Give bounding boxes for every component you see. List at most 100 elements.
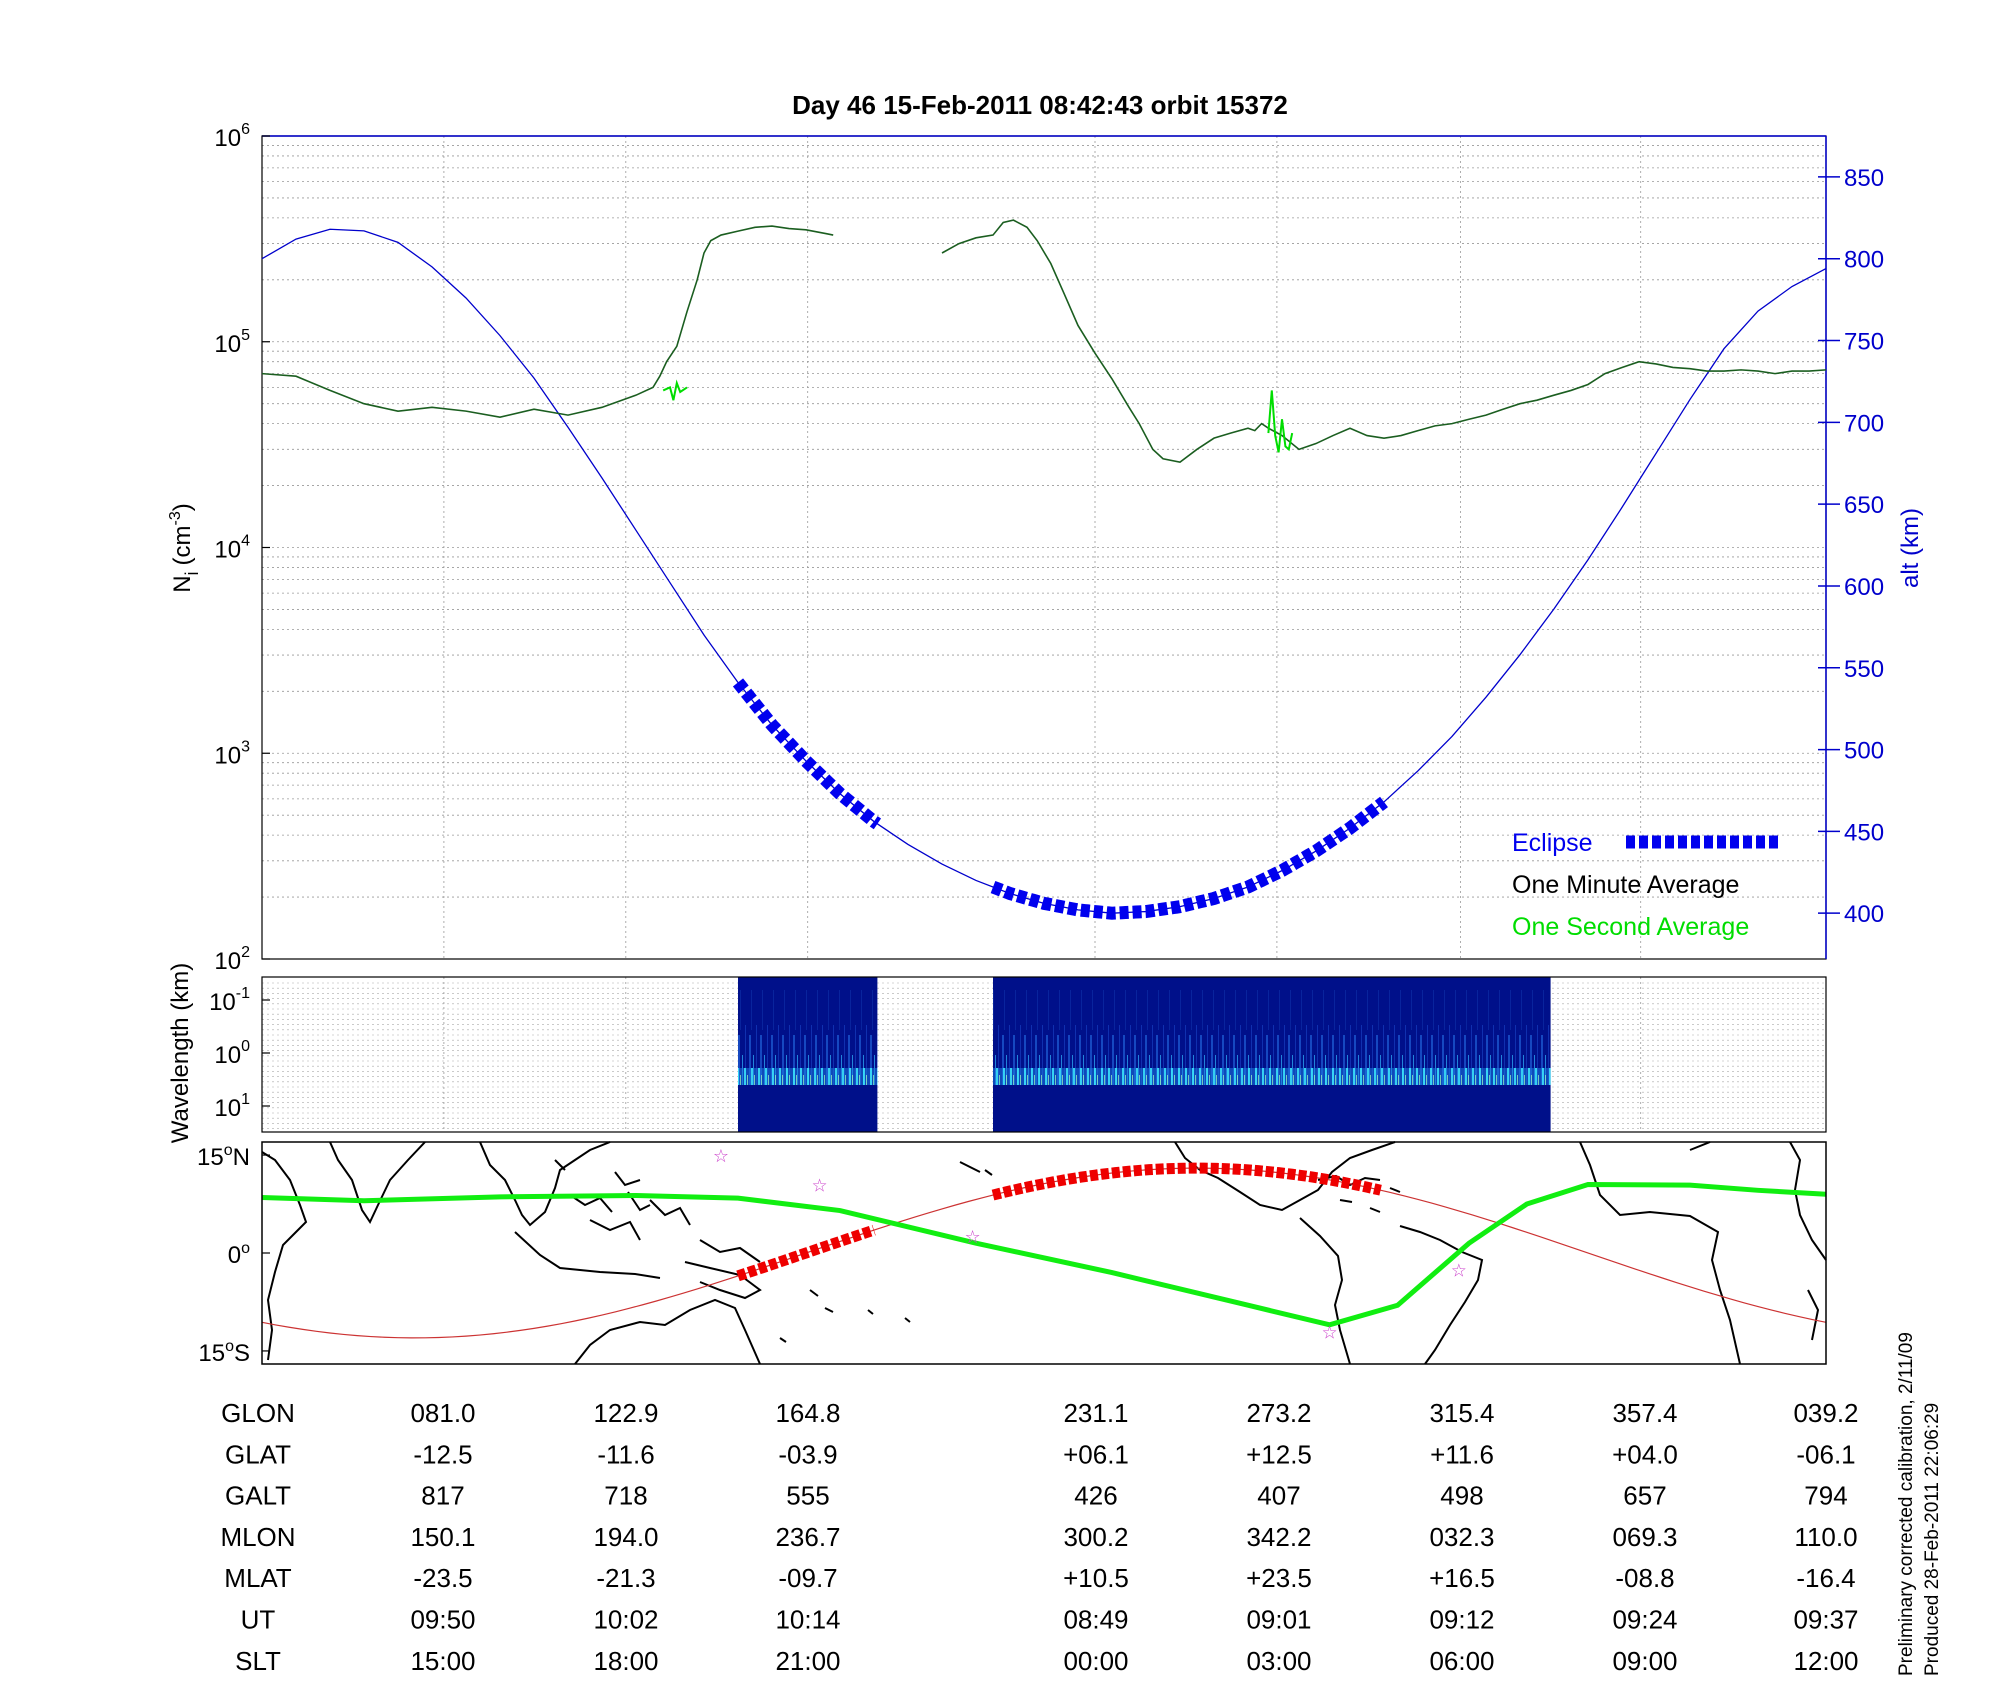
table-cell: 164.8	[775, 1398, 840, 1428]
table-cell: 657	[1623, 1481, 1666, 1511]
tick-base: 10	[214, 948, 241, 975]
table-cell: 498	[1440, 1481, 1483, 1511]
altitude-line	[261, 228, 1827, 914]
table-cell: +10.5	[1063, 1563, 1129, 1593]
tick-degree: o	[224, 1142, 233, 1159]
coastline-pacific-islands	[779, 1161, 993, 1343]
coastline-india	[329, 1141, 426, 1225]
coastline-borneo-philippines	[554, 1159, 651, 1213]
y-right-tick-label: 850	[1844, 165, 1884, 192]
tick-number: 0	[228, 1242, 241, 1269]
table-cell: 09:12	[1429, 1605, 1494, 1635]
legend: Eclipse One Minute Average One Second Av…	[1512, 829, 1778, 941]
eclipse-segment	[990, 796, 1388, 920]
table-cell: 150.1	[410, 1522, 475, 1552]
eclipse-ground-track	[991, 1162, 1382, 1201]
table-row-label: MLON	[220, 1522, 295, 1552]
y-axis-left-symbol: N	[169, 575, 196, 592]
table-row-label: GALT	[225, 1481, 291, 1511]
table-cell: 794	[1804, 1481, 1847, 1511]
table-cell: +12.5	[1246, 1439, 1312, 1469]
table-cell: -16.4	[1796, 1563, 1855, 1593]
table-cell: 236.7	[775, 1522, 840, 1552]
table-cell: +06.1	[1063, 1439, 1129, 1469]
eclipse-segment	[732, 678, 882, 830]
eclipse-ground-track	[736, 1224, 876, 1282]
tick-exponent: -1	[236, 985, 250, 1002]
table-cell: +04.0	[1612, 1439, 1678, 1469]
tick-exponent: 6	[241, 121, 250, 138]
y-right-tick-label: 700	[1844, 410, 1884, 437]
table-cell: 231.1	[1063, 1398, 1128, 1428]
table-cell: -12.5	[413, 1439, 472, 1469]
site-star-icon: ☆	[965, 1227, 981, 1247]
y-axis-left-label: Ni (cm-3)	[167, 503, 202, 593]
y-axis-right-label: alt (km)	[1897, 508, 1924, 588]
chart-title: Day 46 15-Feb-2011 08:42:43 orbit 15372	[792, 90, 1288, 120]
y-right-tick-label: 800	[1844, 247, 1884, 274]
tick-base: 10	[214, 742, 241, 769]
tick-exponent: 4	[241, 533, 250, 550]
series-layer	[261, 219, 1827, 920]
y-left-tick-label: 106	[214, 121, 250, 152]
table-cell: 18:00	[593, 1646, 658, 1676]
spectrogram-data	[738, 977, 1551, 1132]
spectrogram-y-ticks: 10 -1 100 101	[209, 985, 270, 1122]
coastline-south-america	[1299, 1217, 1484, 1365]
table-cell: 06:00	[1429, 1646, 1494, 1676]
spectrogram-tick-label: 100	[214, 1038, 250, 1069]
site-star-icon: ☆	[1322, 1322, 1338, 1342]
table-row-label: UT	[241, 1605, 276, 1635]
coastline-madagascar-east-africa	[1789, 1141, 1827, 1341]
one-second-average-line	[662, 379, 688, 401]
tick-base: 10	[214, 125, 241, 152]
table-row-label: GLAT	[225, 1439, 291, 1469]
map-tick-label: 15oN	[197, 1142, 250, 1171]
tick-base: 10	[214, 537, 241, 564]
site-star-icon: ☆	[812, 1175, 828, 1195]
table-row-label: SLT	[235, 1646, 281, 1676]
y-axis-left-unit-exponent: -3	[167, 511, 184, 525]
table-cell: 342.2	[1246, 1522, 1311, 1552]
table-cell: 273.2	[1246, 1398, 1311, 1428]
y-right-tick-label: 500	[1844, 738, 1884, 765]
table-cell: -11.6	[597, 1439, 654, 1469]
y-right-tick-label: 600	[1844, 574, 1884, 601]
orbit-parameter-table: GLON 081.0 122.9 164.8 231.1 273.2 315.4 357.4 0…	[220, 1398, 1858, 1676]
table-cell: 03:00	[1246, 1646, 1311, 1676]
table-cell: 10:14	[775, 1605, 840, 1635]
coastline-new-guinea	[684, 1261, 762, 1300]
y-left-tick-label: 105	[214, 327, 250, 358]
table-cell: 122.9	[593, 1398, 658, 1428]
table-cell: 09:00	[1612, 1646, 1677, 1676]
table-cell: 00:00	[1063, 1646, 1128, 1676]
y-left-tick-label: 102	[214, 944, 250, 975]
tick-exponent: 0	[241, 1038, 250, 1055]
table-cell: 407	[1257, 1481, 1300, 1511]
ground-track-layer: ☆ ☆ ☆ ☆ ☆	[261, 1146, 1827, 1342]
map-tick-label: 15oS	[198, 1338, 250, 1367]
spectrogram-tick-label: 101	[214, 1091, 250, 1122]
map-latitude-ticks: 15oN 0 o 15oS	[197, 1142, 270, 1367]
y-right-tick-label: 400	[1844, 901, 1884, 928]
table-cell: 08:49	[1063, 1605, 1128, 1635]
tick-base: 10	[214, 1095, 241, 1122]
table-cell: +16.5	[1429, 1563, 1495, 1593]
table-cell: 09:50	[410, 1605, 475, 1635]
table-cell: 12:00	[1793, 1646, 1858, 1676]
footer-produced-timestamp: Produced 28-Feb-2011 22:06:29	[1922, 1403, 1943, 1676]
table-cell: -08.8	[1615, 1563, 1674, 1593]
table-cell: 15:00	[410, 1646, 475, 1676]
spectrogram-y-label: Wavelength (km)	[167, 963, 194, 1144]
table-cell: +11.6	[1430, 1439, 1494, 1469]
y-left-tick-label: 104	[214, 533, 250, 564]
main-grid	[262, 145, 1826, 898]
table-cell: 555	[786, 1481, 829, 1511]
y-right-tick-label: 550	[1844, 656, 1884, 683]
map-background	[262, 1142, 1826, 1364]
table-cell: 357.4	[1612, 1398, 1677, 1428]
tick-number: 15	[197, 1144, 224, 1171]
table-row-label: GLON	[221, 1398, 295, 1428]
